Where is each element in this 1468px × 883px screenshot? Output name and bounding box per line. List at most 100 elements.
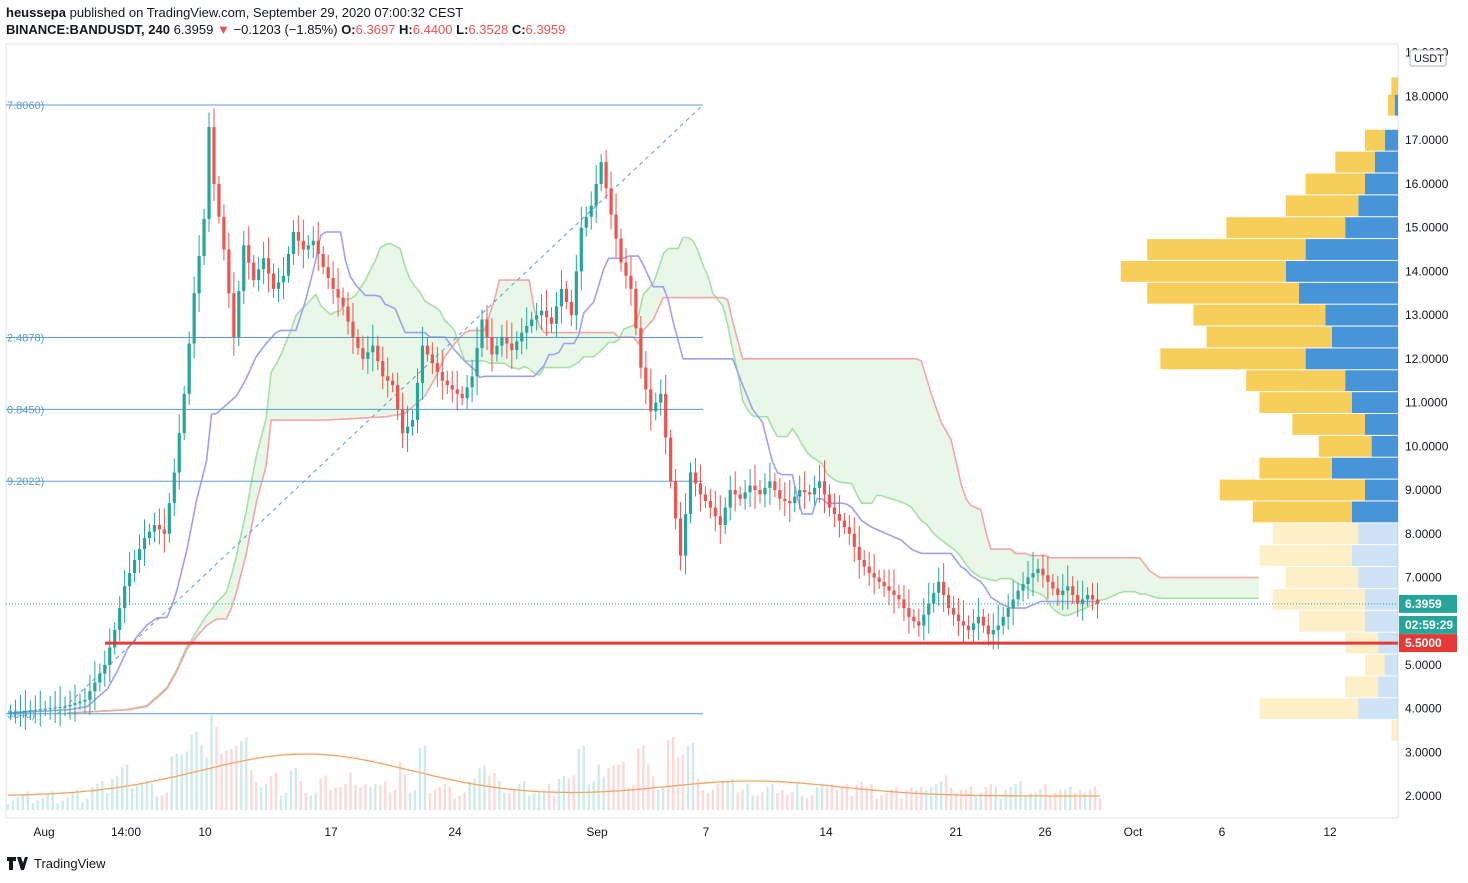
candle-body	[624, 262, 628, 276]
volume-bar	[875, 798, 878, 810]
volume-bar	[1054, 792, 1057, 810]
y-axis-tick-label: 12.0000	[1405, 352, 1449, 366]
candle-body	[559, 288, 564, 307]
volume-bar	[547, 783, 551, 810]
volume-bar	[1059, 789, 1062, 810]
candle-body	[470, 376, 474, 388]
candle-body	[956, 614, 961, 622]
volume-bar	[205, 757, 208, 810]
last-price: 6.3959	[173, 22, 214, 37]
candle-body	[1036, 568, 1040, 574]
candle-body	[991, 629, 995, 635]
volume-bar	[756, 795, 759, 810]
volume-bar	[835, 789, 839, 810]
candle-body	[500, 336, 504, 346]
volume-bar	[791, 792, 794, 810]
volume-bar	[552, 795, 556, 810]
price-badge-countdown	[1399, 615, 1457, 634]
candle-body	[98, 673, 102, 683]
candle-body	[386, 376, 390, 381]
candle-body	[589, 205, 593, 217]
volume-bar	[1024, 795, 1027, 810]
candle-body	[291, 232, 296, 254]
candle-body	[242, 245, 246, 292]
candle-body	[619, 238, 623, 263]
volume-bar	[364, 784, 367, 810]
candle-body	[852, 533, 856, 547]
price-badge-label: 02:59:29	[1405, 618, 1453, 632]
volume-profile-down-bar	[1358, 523, 1398, 545]
brand-name[interactable]: TradingView	[34, 855, 106, 871]
volume-profile-down-bar	[1365, 173, 1398, 195]
y-axis-tick-label: 7.0000	[1405, 570, 1442, 584]
down-arrow-icon: ▼	[216, 22, 230, 37]
candle-body	[1026, 577, 1030, 585]
volume-bar	[210, 715, 213, 810]
volume-profile-up-bar	[1246, 370, 1346, 392]
volume-profile-down-bar	[1345, 217, 1398, 239]
candle-body	[93, 682, 97, 692]
volume-bar	[666, 740, 670, 810]
volume-profile-down-bar	[1384, 654, 1398, 676]
candle-body	[232, 293, 236, 337]
volume-profile-up-bar	[1193, 304, 1326, 326]
candle-body	[1046, 575, 1050, 582]
volume-bar	[423, 745, 427, 810]
volume-bar	[463, 792, 466, 810]
volume-bar	[31, 803, 35, 810]
author-name[interactable]: heussepa	[6, 5, 66, 20]
volume-bar	[453, 798, 456, 810]
candle-body	[976, 616, 980, 624]
volume-bar	[106, 793, 109, 810]
x-axis-tick-label: 26	[1038, 825, 1052, 839]
candle-body	[485, 319, 489, 337]
candle-body	[961, 621, 966, 626]
candle-body	[217, 183, 221, 217]
candle-body	[321, 253, 325, 268]
volume-bar	[716, 784, 719, 810]
volume-bar	[1069, 786, 1072, 810]
volume-profile-up-bar	[1219, 479, 1365, 501]
x-axis-tick-label: 17	[324, 825, 338, 839]
volume-bar	[66, 797, 69, 810]
volume-bar	[200, 745, 203, 810]
volume-bar	[274, 772, 278, 810]
candle-body	[172, 472, 176, 504]
y-axis-tick-label: 2.0000	[1405, 789, 1442, 803]
volume-bar	[71, 792, 74, 810]
price-chart[interactable]: 7.8060) 2.4878) 0.8450) 9.2022) 3840) 2.0000 3…	[0, 0, 1468, 850]
volume-profile-up-bar	[1147, 239, 1306, 260]
volume-bar	[999, 798, 1002, 810]
volume-bar	[319, 778, 322, 810]
candle-body	[311, 240, 315, 246]
candle-body	[306, 245, 310, 250]
candle-body	[530, 319, 534, 327]
candle-body	[396, 385, 400, 410]
volume-bar	[825, 787, 829, 810]
volume-bar	[36, 800, 39, 810]
volume-bar	[761, 792, 764, 810]
volume-bar	[612, 765, 615, 810]
tradingview-logo-icon[interactable]	[6, 854, 28, 872]
candle-body	[812, 487, 817, 495]
chart-header: heussepa published on TradingView.com, S…	[6, 4, 565, 38]
candle-body	[698, 483, 703, 495]
volume-bar	[1064, 789, 1067, 810]
y-axis-tick-label: 10.0000	[1405, 439, 1449, 453]
y-axis-tick-label: 13.0000	[1405, 308, 1449, 322]
volume-bar	[577, 749, 581, 810]
candle-body	[674, 481, 678, 519]
volume-bar	[245, 737, 248, 810]
volume-bar	[483, 765, 486, 810]
volume-bar	[989, 784, 992, 810]
candle-body	[252, 262, 256, 281]
close-value: 6.3959	[525, 22, 566, 37]
volume-bar	[81, 801, 84, 810]
volume-profile-up-bar	[1305, 173, 1365, 195]
volume-bar	[215, 726, 218, 810]
candle-body	[58, 707, 62, 709]
price-badge-last	[1399, 594, 1457, 613]
candle-body	[8, 712, 13, 714]
volume-bar	[46, 794, 49, 810]
volume-bar	[537, 792, 541, 810]
